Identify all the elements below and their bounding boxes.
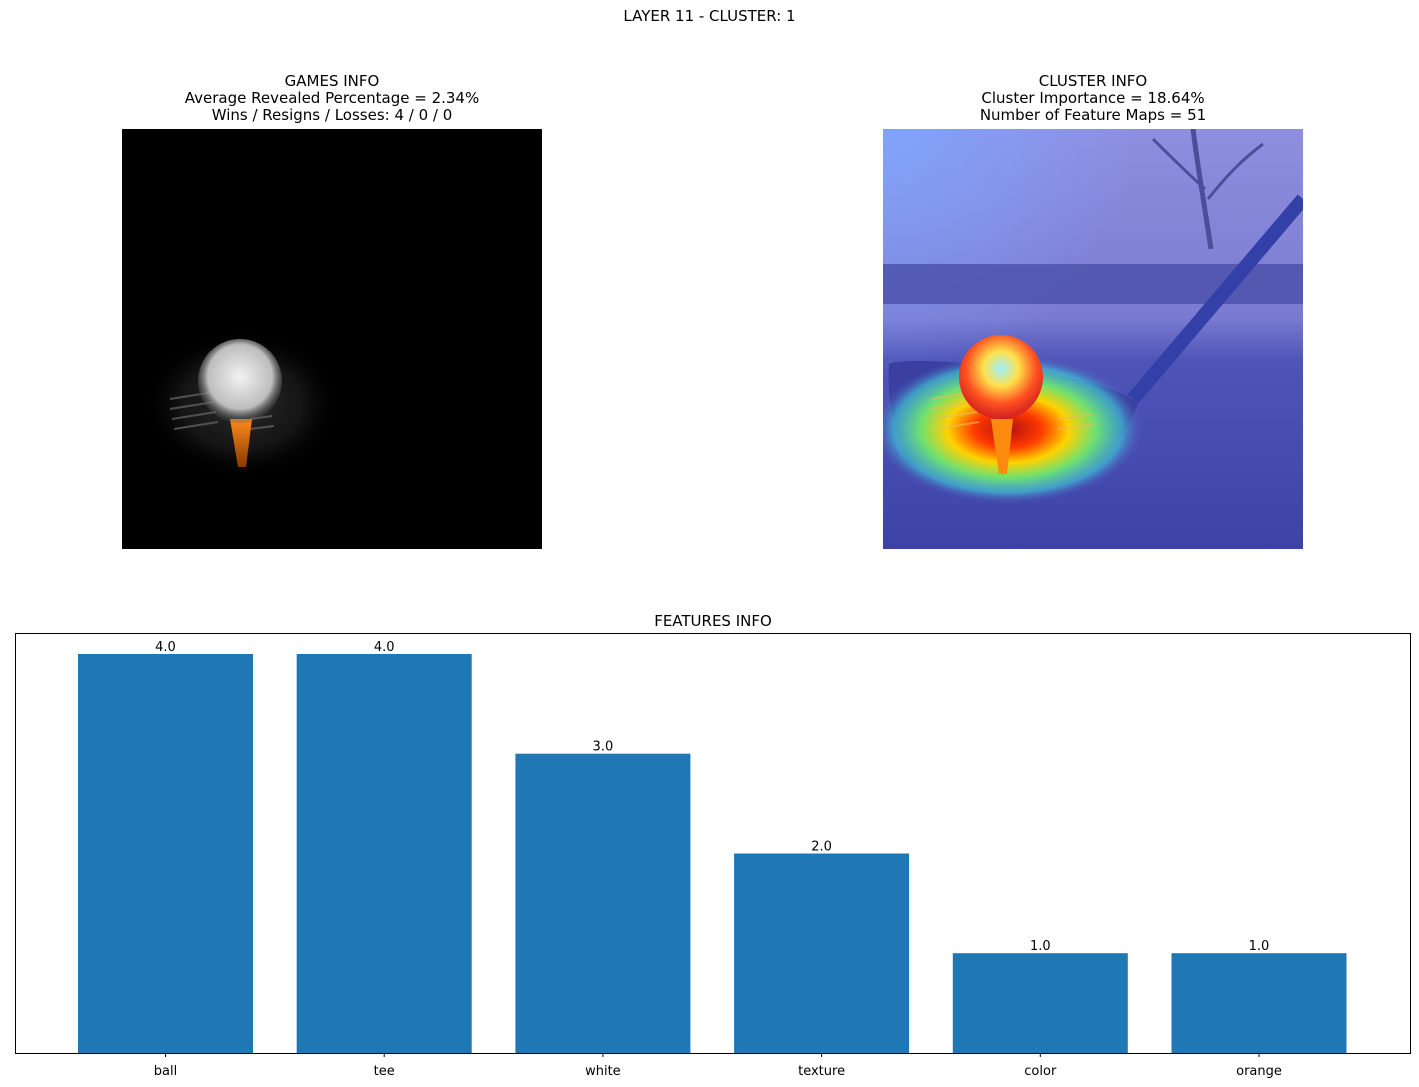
features-info-title: FEATURES INFO — [654, 612, 772, 630]
revealed-golf-ball-image — [122, 129, 542, 549]
bar-white — [515, 753, 691, 1053]
bar-value-label: 3.0 — [593, 740, 614, 755]
ball-shape — [198, 339, 282, 423]
heat-tee-shape — [991, 419, 1013, 474]
x-tick-label: texture — [798, 1064, 845, 1079]
games-info-title: GAMES INFO Average Revealed Percentage =… — [122, 73, 542, 124]
x-tick-label: tee — [374, 1064, 395, 1079]
cluster-info-heading: CLUSTER INFO — [1038, 72, 1148, 90]
x-tick-label: orange — [1236, 1064, 1282, 1079]
wins-resigns-losses: Wins / Resigns / Losses: 4 / 0 / 0 — [211, 106, 453, 124]
bar-ball — [78, 654, 253, 1053]
bar-value-label: 1.0 — [1249, 939, 1270, 954]
bar-value-label: 4.0 — [374, 640, 395, 655]
x-tick-label: ball — [154, 1064, 177, 1079]
heat-ball-shape — [959, 335, 1043, 419]
games-info-heading: GAMES INFO — [284, 72, 380, 90]
x-tick-label: white — [585, 1064, 621, 1079]
bar-color — [952, 953, 1128, 1053]
bar-tee — [296, 654, 472, 1053]
cluster-info-title: CLUSTER INFO Cluster Importance = 18.64%… — [883, 73, 1303, 124]
tee-shape — [230, 419, 252, 467]
number-of-feature-maps: Number of Feature Maps = 51 — [979, 106, 1207, 124]
axes-frame — [15, 633, 1411, 1054]
bar-texture — [734, 853, 910, 1053]
figure-title: LAYER 11 - CLUSTER: 1 — [623, 7, 796, 25]
heatmap-overlay-graphic — [883, 129, 1303, 549]
bar-value-label: 2.0 — [811, 840, 832, 855]
bar-value-label: 4.0 — [155, 640, 176, 655]
bar-orange — [1171, 953, 1347, 1053]
cluster-importance: Cluster Importance = 18.64% — [981, 89, 1205, 107]
x-tick-label: color — [1024, 1064, 1057, 1079]
cluster-heatmap-image — [883, 129, 1303, 549]
average-revealed-percentage: Average Revealed Percentage = 2.34% — [184, 89, 480, 107]
revealed-image-graphic — [142, 329, 342, 479]
bars-group: 4.0 ball 4.0 tee 3.0 white 2.0 texture 1.0 color 1… — [78, 640, 1347, 1079]
bar-value-label: 1.0 — [1030, 939, 1051, 954]
